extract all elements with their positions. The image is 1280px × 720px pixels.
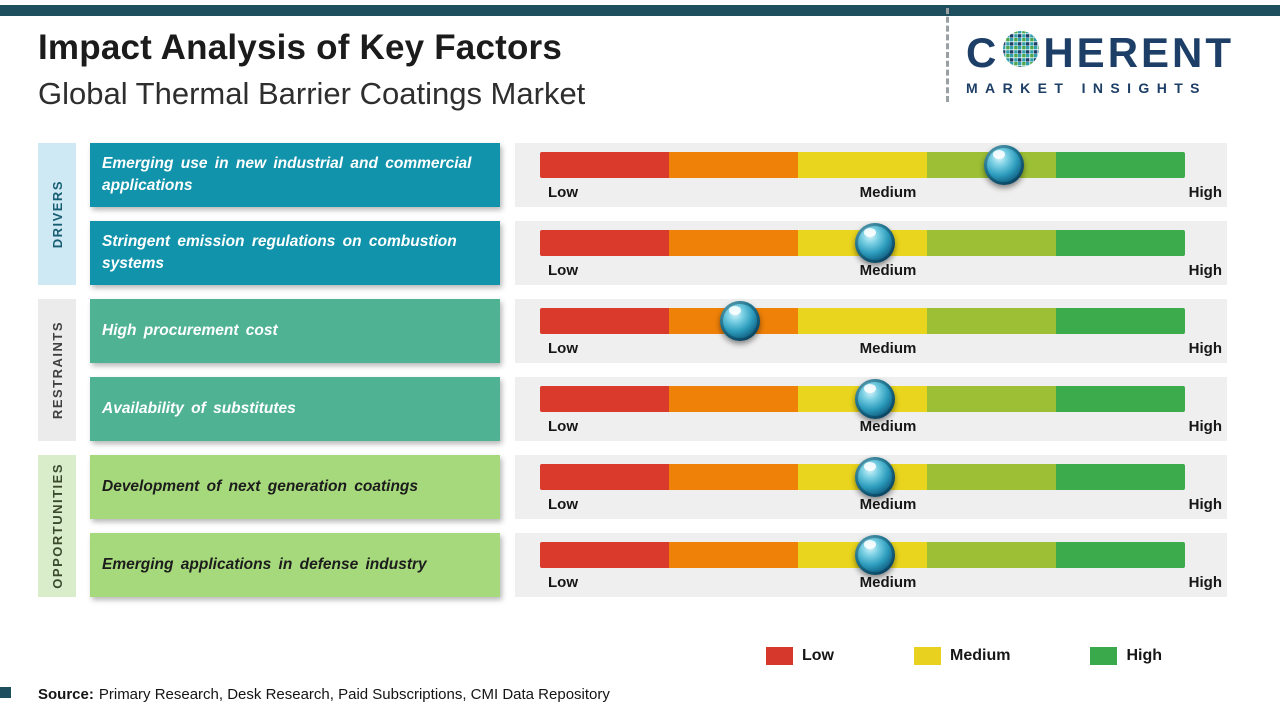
impact-marker — [984, 145, 1025, 185]
brand-logo-c: C — [966, 28, 1000, 76]
impact-scale: Low Medium High — [515, 455, 1227, 519]
factor-label: Emerging use in new industrial and comme… — [102, 154, 472, 194]
scale-labels: Low Medium High — [515, 496, 1227, 516]
scale-labels: Low Medium High — [515, 418, 1227, 438]
scale-label-low: Low — [548, 418, 578, 435]
factor-label-box: Emerging applications in defense industr… — [90, 533, 500, 597]
source-text: Primary Research, Desk Research, Paid Su… — [98, 686, 610, 703]
legend-item-medium: Medium — [914, 647, 1010, 665]
factor-label: High procurement cost — [102, 321, 278, 339]
factor-label: Emerging applications in defense industr… — [102, 555, 427, 573]
brand-logo-dotted-o-icon — [1002, 30, 1040, 75]
factor-label-box: Stringent emission regulations on combus… — [90, 221, 500, 285]
impact-marker — [855, 223, 896, 263]
brand-logo-wordmark: C HERENT — [966, 30, 1234, 75]
brand-logo: C HERENT MARKET INSIGHTS — [966, 30, 1234, 96]
scale-label-medium: Medium — [859, 184, 917, 201]
impact-marker — [855, 457, 896, 497]
scale-label-high: High — [1188, 184, 1222, 201]
page-title: Impact Analysis of Key Factors — [38, 28, 563, 67]
scale-label-low: Low — [548, 262, 578, 279]
impact-scale: Low Medium High — [515, 377, 1227, 441]
scale-label-medium: Medium — [859, 418, 917, 435]
scale-label-high: High — [1188, 574, 1222, 591]
scale-label-high: High — [1188, 262, 1222, 279]
scale-labels: Low Medium High — [515, 340, 1227, 360]
scale-label-low: Low — [548, 184, 578, 201]
source-prefix: Source: — [38, 686, 94, 703]
legend-label-high: High — [1126, 647, 1162, 664]
scale-label-high: High — [1188, 496, 1222, 513]
impact-gradient-bar — [540, 535, 1185, 575]
factor-label: Development of next generation coatings — [102, 477, 419, 495]
scale-labels: Low Medium High — [515, 184, 1227, 204]
factor-label: Availability of substitutes — [102, 399, 296, 417]
group-label-text: DRIVERS — [49, 179, 65, 249]
factor-label-box: High procurement cost — [90, 299, 500, 363]
legend: Low Medium High — [766, 647, 1162, 665]
corner-accent — [0, 687, 11, 698]
factor-row: Emerging use in new industrial and comme… — [90, 143, 1227, 207]
group-restraints: RESTRAINTS High procurement cost Low Med… — [38, 299, 1227, 455]
legend-label-low: Low — [802, 647, 834, 664]
scale-label-high: High — [1188, 418, 1222, 435]
scale-label-low: Low — [548, 496, 578, 513]
group-opportunities: OPPORTUNITIES Development of next genera… — [38, 455, 1227, 611]
factor-label-box: Availability of substitutes — [90, 377, 500, 441]
impact-gradient-bar — [540, 145, 1185, 185]
page-subtitle: Global Thermal Barrier Coatings Market — [38, 76, 586, 111]
impact-gradient-bar — [540, 379, 1185, 419]
legend-swatch-high — [1090, 647, 1118, 665]
scale-labels: Low Medium High — [515, 262, 1227, 282]
impact-scale: Low Medium High — [515, 533, 1227, 597]
group-label-restraints: RESTRAINTS — [38, 299, 76, 441]
brand-logo-rest: HERENT — [1043, 28, 1235, 76]
factor-label-box: Emerging use in new industrial and comme… — [90, 143, 500, 207]
scale-label-low: Low — [548, 340, 578, 357]
impact-scale: Low Medium High — [515, 143, 1227, 207]
factors-area: DRIVERS Emerging use in new industrial a… — [38, 143, 1227, 611]
factor-row: Development of next generation coatings … — [90, 455, 1227, 519]
scale-label-medium: Medium — [859, 340, 917, 357]
factor-row: High procurement cost Low Medium High — [90, 299, 1227, 363]
scale-label-low: Low — [548, 574, 578, 591]
group-label-text: RESTRAINTS — [49, 320, 65, 420]
factor-label-box: Development of next generation coatings — [90, 455, 500, 519]
impact-marker — [855, 379, 896, 419]
legend-swatch-medium — [914, 647, 941, 665]
factor-row: Availability of substitutes Low Medium H… — [90, 377, 1227, 441]
group-label-drivers: DRIVERS — [38, 143, 76, 285]
scale-label-medium: Medium — [859, 496, 917, 513]
impact-gradient-bar — [540, 457, 1185, 497]
scale-labels: Low Medium High — [515, 574, 1227, 594]
scale-label-high: High — [1188, 340, 1222, 357]
legend-item-high: High — [1090, 647, 1162, 665]
brand-logo-tagline: MARKET INSIGHTS — [966, 80, 1207, 96]
top-accent-bar — [0, 5, 1280, 16]
impact-marker — [719, 301, 760, 341]
legend-item-low: Low — [766, 647, 834, 665]
impact-scale: Low Medium High — [515, 299, 1227, 363]
factor-row: Stringent emission regulations on combus… — [90, 221, 1227, 285]
source-note: Source: Primary Research, Desk Research, … — [38, 686, 610, 703]
group-label-text: OPPORTUNITIES — [49, 463, 65, 589]
legend-swatch-low — [766, 647, 793, 665]
factor-row: Emerging applications in defense industr… — [90, 533, 1227, 597]
factor-label: Stringent emission regulations on combus… — [102, 232, 457, 272]
scale-label-medium: Medium — [859, 574, 917, 591]
impact-gradient-bar — [540, 223, 1185, 263]
legend-label-medium: Medium — [950, 647, 1011, 664]
header: Impact Analysis of Key Factors Global Th… — [38, 28, 585, 112]
impact-marker — [855, 535, 896, 575]
group-label-opportunities: OPPORTUNITIES — [38, 455, 76, 597]
scale-label-medium: Medium — [859, 262, 917, 279]
group-drivers: DRIVERS Emerging use in new industrial a… — [38, 143, 1227, 299]
logo-divider — [946, 8, 949, 102]
impact-scale: Low Medium High — [515, 221, 1227, 285]
impact-gradient-bar — [540, 301, 1185, 341]
